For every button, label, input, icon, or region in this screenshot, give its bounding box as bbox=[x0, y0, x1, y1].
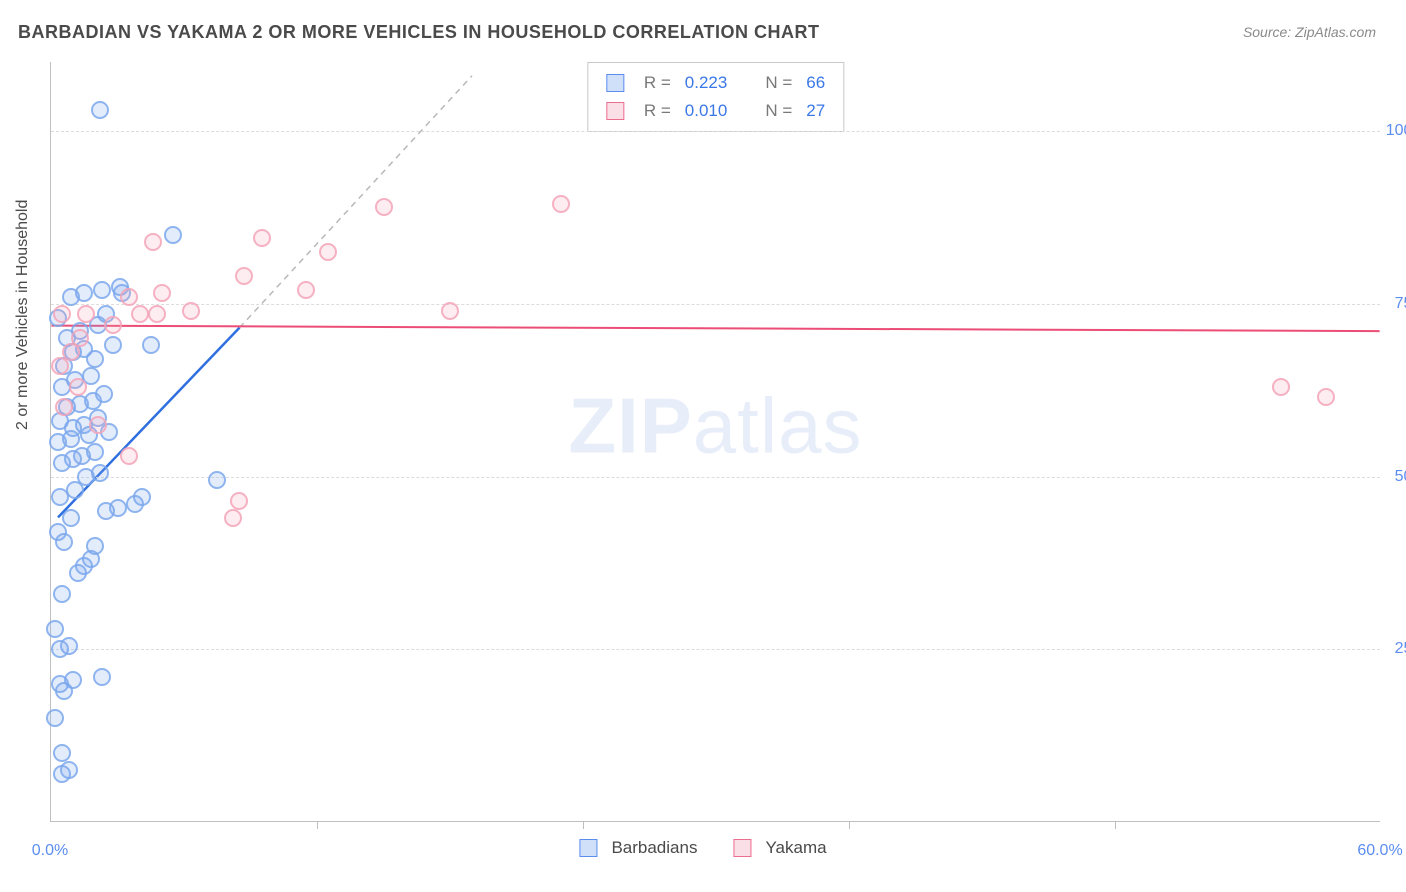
scatter-point bbox=[86, 537, 104, 555]
scatter-point bbox=[153, 284, 171, 302]
source-attribution: Source: ZipAtlas.com bbox=[1243, 24, 1376, 40]
scatter-point bbox=[131, 305, 149, 323]
x-tick-mark bbox=[317, 821, 318, 829]
trend-line-extrapolated bbox=[240, 76, 472, 328]
y-tick-label: 100.0% bbox=[1386, 122, 1406, 140]
trend-line bbox=[51, 326, 1379, 332]
correlation-legend-row: R = 0.223 N = 66 bbox=[606, 69, 825, 97]
r-value: 0.010 bbox=[685, 97, 728, 125]
scatter-point bbox=[1272, 378, 1290, 396]
scatter-point bbox=[253, 229, 271, 247]
scatter-point bbox=[104, 316, 122, 334]
legend-swatch bbox=[579, 839, 597, 857]
chart-title: BARBADIAN VS YAKAMA 2 OR MORE VEHICLES I… bbox=[18, 22, 820, 43]
scatter-point bbox=[49, 523, 67, 541]
scatter-point bbox=[89, 416, 107, 434]
n-value: 66 bbox=[806, 69, 825, 97]
y-tick-label: 75.0% bbox=[1395, 295, 1406, 313]
scatter-point bbox=[144, 233, 162, 251]
trend-lines-layer bbox=[51, 62, 1380, 821]
scatter-point bbox=[91, 464, 109, 482]
gridline-horizontal bbox=[51, 477, 1380, 478]
r-value: 0.223 bbox=[685, 69, 728, 97]
watermark-light: atlas bbox=[693, 382, 863, 470]
n-label: N = bbox=[765, 97, 792, 125]
legend-label: Yakama bbox=[765, 838, 826, 858]
scatter-point bbox=[46, 709, 64, 727]
scatter-point bbox=[1317, 388, 1335, 406]
scatter-point bbox=[95, 385, 113, 403]
legend-swatch bbox=[606, 102, 624, 120]
scatter-point bbox=[77, 305, 95, 323]
legend-swatch bbox=[606, 74, 624, 92]
correlation-legend: R = 0.223 N = 66 R = 0.010 N = 27 bbox=[587, 62, 844, 132]
scatter-point bbox=[53, 744, 71, 762]
scatter-point bbox=[64, 671, 82, 689]
scatter-point bbox=[93, 668, 111, 686]
scatter-point bbox=[86, 443, 104, 461]
legend-item: Barbadians bbox=[579, 838, 697, 858]
legend-label: Barbadians bbox=[611, 838, 697, 858]
x-tick-mark bbox=[849, 821, 850, 829]
scatter-point bbox=[91, 101, 109, 119]
scatter-point bbox=[208, 471, 226, 489]
scatter-point bbox=[53, 305, 71, 323]
scatter-point bbox=[375, 198, 393, 216]
scatter-point bbox=[164, 226, 182, 244]
legend-item: Yakama bbox=[733, 838, 826, 858]
series-legend: Barbadians Yakama bbox=[579, 838, 826, 858]
scatter-plot-area: ZIPatlas R =0.223N =66R =0.010N =27 25.0… bbox=[50, 62, 1380, 822]
scatter-point bbox=[319, 243, 337, 261]
scatter-point bbox=[120, 447, 138, 465]
scatter-point bbox=[133, 488, 151, 506]
scatter-point bbox=[55, 398, 73, 416]
scatter-point bbox=[297, 281, 315, 299]
scatter-point bbox=[230, 492, 248, 510]
watermark-bold: ZIP bbox=[568, 382, 692, 470]
scatter-point bbox=[93, 281, 111, 299]
scatter-point bbox=[46, 620, 64, 638]
scatter-point bbox=[441, 302, 459, 320]
gridline-horizontal bbox=[51, 304, 1380, 305]
scatter-point bbox=[71, 329, 89, 347]
scatter-point bbox=[235, 267, 253, 285]
legend-swatch bbox=[733, 839, 751, 857]
scatter-point bbox=[109, 499, 127, 517]
scatter-point bbox=[148, 305, 166, 323]
scatter-point bbox=[75, 284, 93, 302]
scatter-point bbox=[142, 336, 160, 354]
scatter-point bbox=[60, 761, 78, 779]
scatter-point bbox=[53, 585, 71, 603]
x-tick-mark bbox=[583, 821, 584, 829]
scatter-point bbox=[182, 302, 200, 320]
r-label: R = bbox=[644, 97, 671, 125]
scatter-point bbox=[104, 336, 122, 354]
y-tick-label: 50.0% bbox=[1395, 468, 1406, 486]
scatter-point bbox=[69, 378, 87, 396]
watermark: ZIPatlas bbox=[568, 381, 862, 472]
n-value: 27 bbox=[806, 97, 825, 125]
gridline-horizontal bbox=[51, 649, 1380, 650]
x-tick-label-max: 60.0% bbox=[1357, 842, 1402, 860]
n-label: N = bbox=[765, 69, 792, 97]
gridline-horizontal bbox=[51, 131, 1380, 132]
x-tick-mark bbox=[1115, 821, 1116, 829]
scatter-point bbox=[60, 637, 78, 655]
scatter-point bbox=[552, 195, 570, 213]
correlation-legend-row: R = 0.010 N = 27 bbox=[606, 97, 825, 125]
y-axis-label: 2 or more Vehicles in Household bbox=[14, 200, 32, 430]
scatter-point bbox=[120, 288, 138, 306]
r-label: R = bbox=[644, 69, 671, 97]
scatter-point bbox=[62, 509, 80, 527]
scatter-point bbox=[224, 509, 242, 527]
y-tick-label: 25.0% bbox=[1395, 640, 1406, 658]
x-tick-label-min: 0.0% bbox=[32, 842, 68, 860]
